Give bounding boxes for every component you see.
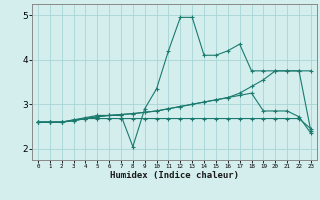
- X-axis label: Humidex (Indice chaleur): Humidex (Indice chaleur): [110, 171, 239, 180]
